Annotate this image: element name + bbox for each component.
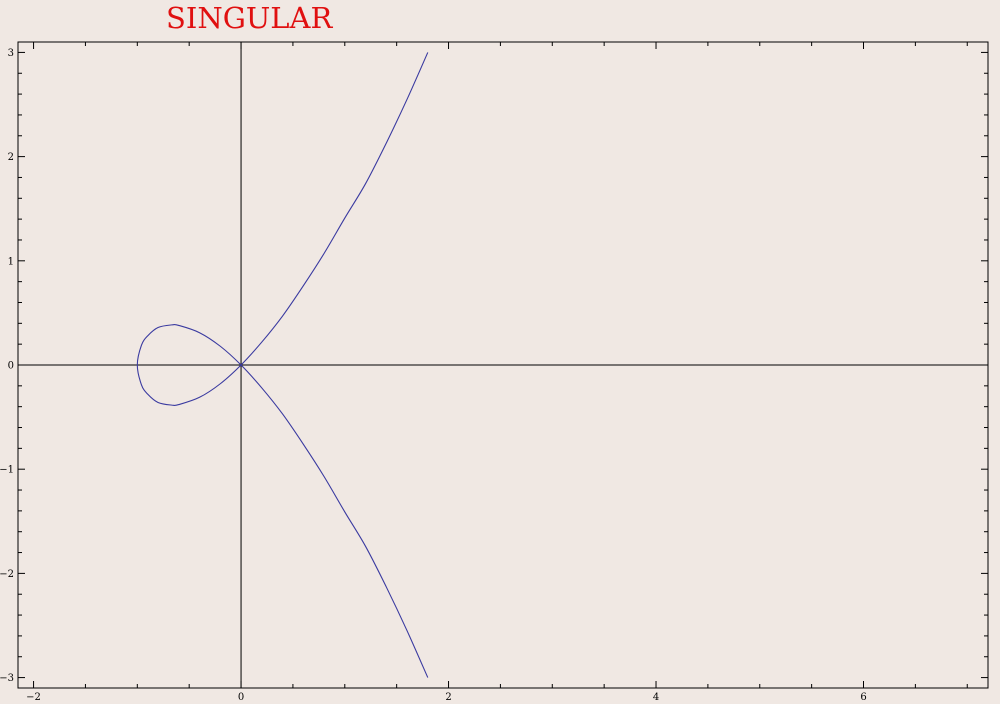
- x-tick-label: 6: [860, 692, 866, 703]
- axes: [18, 42, 988, 688]
- y-tick-label: −2: [0, 569, 14, 580]
- x-tick-label: 4: [653, 692, 659, 703]
- y-tick-label: 3: [8, 48, 14, 59]
- y-tick-label: −3: [0, 673, 14, 684]
- y-tick-label: 1: [8, 256, 14, 267]
- y-tick-label: −1: [0, 465, 14, 476]
- chart-title: SINGULAR: [166, 1, 333, 35]
- minor-ticks: [18, 42, 988, 688]
- y-tick-label: 2: [8, 152, 14, 163]
- x-tick-label: −2: [26, 692, 41, 703]
- tick-labels: −2 0 2 4 6 −3 −2 −1 0 1 2 3: [0, 48, 867, 703]
- x-tick-label: 2: [445, 692, 451, 703]
- y-tick-label: 0: [8, 361, 14, 372]
- ticks: [18, 42, 988, 688]
- x-tick-label: 0: [238, 692, 244, 703]
- series-line: [136, 52, 429, 678]
